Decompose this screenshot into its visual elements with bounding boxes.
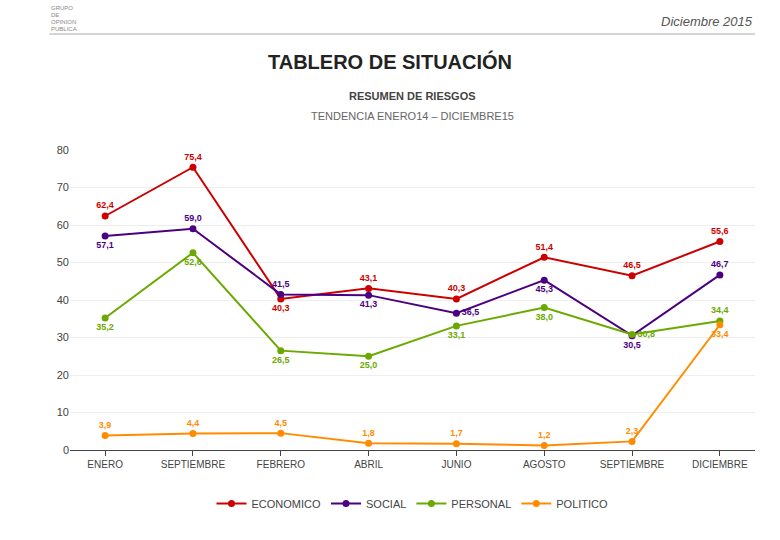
svg-text:51,4: 51,4 [535,242,553,252]
svg-text:55,6: 55,6 [711,226,729,236]
svg-text:4,4: 4,4 [187,418,200,428]
svg-text:41,3: 41,3 [360,299,378,309]
svg-text:3,9: 3,9 [99,420,112,430]
svg-text:30,5: 30,5 [623,340,641,350]
svg-text:JUNIO: JUNIO [441,459,471,470]
svg-text:59,0: 59,0 [184,213,202,223]
svg-text:10: 10 [57,406,69,418]
svg-text:38,0: 38,0 [535,312,553,322]
svg-text:26,5: 26,5 [272,355,290,365]
svg-text:ENERO: ENERO [87,459,123,470]
svg-text:57,1: 57,1 [96,240,114,250]
svg-text:52,6: 52,6 [184,257,202,267]
svg-text:TENDENCIA ENERO14 – DICIEMBRE1: TENDENCIA ENERO14 – DICIEMBRE15 [311,110,514,122]
svg-text:33,1: 33,1 [448,330,466,340]
svg-text:0: 0 [63,444,69,456]
svg-text:33,4: 33,4 [711,329,729,339]
svg-text:25,0: 25,0 [360,360,378,370]
svg-text:20: 20 [57,369,69,381]
svg-text:40: 40 [57,294,69,306]
svg-text:46,5: 46,5 [623,260,641,270]
svg-text:Diciembre 2015: Diciembre 2015 [661,14,753,29]
svg-text:ABRIL: ABRIL [354,459,383,470]
svg-text:RESUMEN DE RIESGOS: RESUMEN DE RIESGOS [349,90,476,102]
svg-text:46,7: 46,7 [711,259,729,269]
svg-text:35,2: 35,2 [96,322,114,332]
svg-text:80: 80 [57,144,69,156]
svg-text:43,1: 43,1 [360,273,378,283]
svg-text:GRUPO: GRUPO [51,5,73,11]
svg-text:41,5: 41,5 [272,279,290,289]
svg-text:40,3: 40,3 [448,283,466,293]
svg-text:PERSONAL: PERSONAL [451,498,511,510]
svg-text:1,7: 1,7 [450,428,463,438]
svg-text:SEPTIEMBRE: SEPTIEMBRE [161,459,226,470]
svg-text:POLITICO: POLITICO [556,498,608,510]
svg-text:SOCIAL: SOCIAL [366,498,406,510]
svg-text:62,4: 62,4 [96,200,114,210]
svg-text:36,5: 36,5 [462,307,480,317]
svg-text:PUBLICA: PUBLICA [51,26,77,32]
svg-text:30: 30 [57,331,69,343]
svg-text:FEBRERO: FEBRERO [257,459,306,470]
svg-text:DICIEMBRE: DICIEMBRE [692,459,748,470]
svg-text:60: 60 [57,219,69,231]
svg-text:OPINION: OPINION [51,19,76,25]
svg-text:1,2: 1,2 [538,430,551,440]
svg-text:50: 50 [57,256,69,268]
svg-text:1,8: 1,8 [362,428,375,438]
svg-text:SEPTIEMBRE: SEPTIEMBRE [600,459,665,470]
svg-text:75,4: 75,4 [184,152,202,162]
svg-text:40,3: 40,3 [272,303,290,313]
svg-text:34,4: 34,4 [711,305,729,315]
svg-text:2,3: 2,3 [626,426,639,436]
svg-text:TABLERO DE SITUACIÓN: TABLERO DE SITUACIÓN [268,50,512,73]
svg-text:30,8: 30,8 [637,329,655,339]
svg-text:ECONOMICO: ECONOMICO [252,498,322,510]
svg-text:4,5: 4,5 [275,418,288,428]
svg-text:70: 70 [57,181,69,193]
svg-text:AGOSTO: AGOSTO [523,459,566,470]
svg-text:DE: DE [51,12,59,18]
svg-text:45,3: 45,3 [535,284,553,294]
